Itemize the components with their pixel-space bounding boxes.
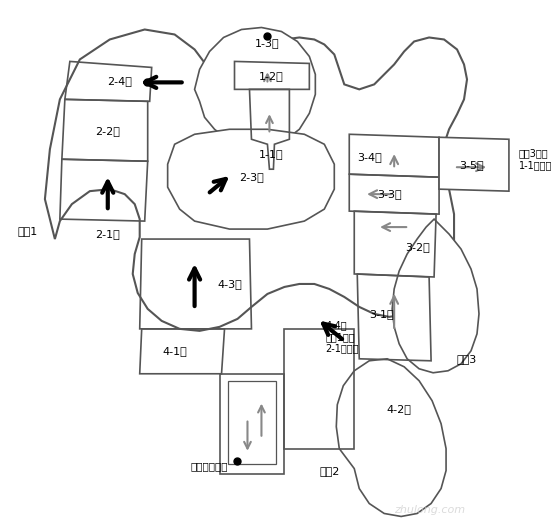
Text: 3-2段: 3-2段: [405, 242, 430, 252]
Text: 4-1段: 4-1段: [162, 346, 187, 356]
Text: 1-2段: 1-2段: [259, 71, 284, 81]
Text: 2-3段: 2-3段: [239, 172, 264, 182]
Text: 3-3段: 3-3段: [377, 189, 402, 199]
Text: 3-5段: 3-5段: [459, 160, 483, 170]
Polygon shape: [194, 28, 315, 147]
Text: 2-1段: 2-1段: [95, 229, 120, 239]
Text: 1-3段: 1-3段: [255, 39, 280, 49]
Polygon shape: [220, 374, 284, 473]
Text: 班组1: 班组1: [18, 226, 38, 236]
Polygon shape: [227, 381, 277, 463]
Text: 2-4段: 2-4段: [108, 76, 132, 86]
Text: 1-1段: 1-1段: [259, 149, 284, 159]
Text: 4-2段: 4-2段: [387, 404, 412, 414]
Polygon shape: [45, 30, 467, 331]
Text: 3-1段: 3-1段: [369, 309, 394, 319]
Polygon shape: [167, 129, 334, 229]
Text: zhulong.com: zhulong.com: [394, 506, 465, 515]
Polygon shape: [337, 359, 446, 516]
Polygon shape: [439, 137, 509, 191]
Text: 班组2: 班组2: [319, 466, 339, 476]
Text: 3-4段: 3-4段: [357, 152, 381, 162]
Polygon shape: [392, 219, 479, 373]
Text: 4-3段: 4-3段: [217, 279, 242, 289]
Text: 2-2段: 2-2段: [95, 126, 120, 136]
Text: 转入上部结构: 转入上部结构: [191, 462, 228, 471]
Text: 班组3: 班组3: [457, 354, 477, 364]
Text: 4-4段
班组1转入
2-1段施工: 4-4段 班组1转入 2-1段施工: [325, 320, 359, 353]
Text: 班组3转入
1-1段施工: 班组3转入 1-1段施工: [519, 149, 552, 170]
